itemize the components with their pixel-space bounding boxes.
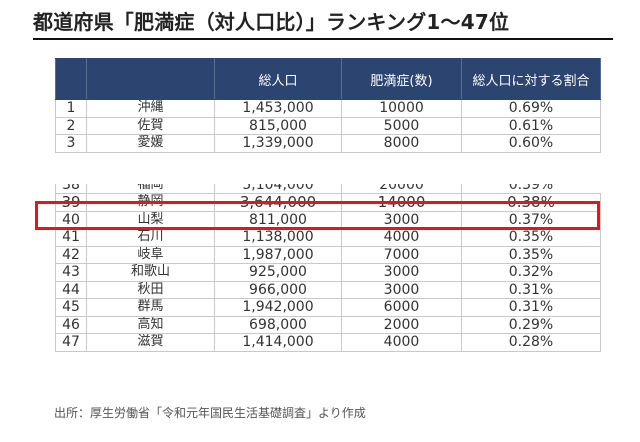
cell-rank: 47 xyxy=(55,333,87,352)
partial-row-38: 38 福岡 5,104,000 20000 0.39% xyxy=(55,184,600,193)
cell-rank: 45 xyxy=(55,298,87,317)
cell-ratio: 0.31% xyxy=(461,298,601,317)
cell-obesity-count: 4000 xyxy=(341,333,462,352)
cell-obesity-count: 3000 xyxy=(341,263,462,282)
cell-prefecture: 愛媛 xyxy=(86,134,215,153)
cell-obesity-count: 6000 xyxy=(341,298,462,317)
table-row: 38 福岡 5,104,000 20000 0.39% xyxy=(55,184,600,193)
table-row: 45 群馬 1,942,000 6000 0.31% xyxy=(55,298,601,317)
cell-rank: 44 xyxy=(55,280,87,299)
table-row: 47 滋賀 1,414,000 4000 0.28% xyxy=(55,333,601,352)
cell-obesity-count: 8000 xyxy=(341,134,462,153)
cell-prefecture: 和歌山 xyxy=(86,263,215,282)
cell-prefecture: 滋賀 xyxy=(86,333,215,352)
cell-population: 966,000 xyxy=(214,280,342,299)
cell-rank: 43 xyxy=(55,263,87,282)
cell-population: 815,000 xyxy=(214,116,342,135)
table-row: 46 高知 698,000 2000 0.29% xyxy=(55,315,601,334)
cell-rank: 2 xyxy=(55,116,87,135)
cell-population: 1,138,000 xyxy=(214,228,342,247)
cell-population: 925,000 xyxy=(214,263,342,282)
table-header-row: 総人口 肥満症(数) 総人口に対する割合 xyxy=(55,58,601,100)
cell-ratio: 0.61% xyxy=(461,116,601,135)
header-obesity-count: 肥満症(数) xyxy=(341,58,462,100)
cell-rank: 41 xyxy=(55,228,87,247)
cell-obesity-count: 3000 xyxy=(341,280,462,299)
cell-population: 698,000 xyxy=(214,315,342,334)
cell-population: 5,104,000 xyxy=(214,184,342,193)
highlight-box xyxy=(35,201,600,230)
cell-population: 1,339,000 xyxy=(214,134,342,153)
cell-ratio: 0.32% xyxy=(461,263,601,282)
cell-ratio: 0.29% xyxy=(461,315,601,334)
header-prefecture xyxy=(86,58,215,100)
table-row: 3 愛媛 1,339,000 8000 0.60% xyxy=(55,134,601,153)
cell-rank: 42 xyxy=(55,245,87,264)
cell-population: 1,414,000 xyxy=(214,333,342,352)
cell-ratio: 0.28% xyxy=(461,333,601,352)
cell-population: 1,987,000 xyxy=(214,245,342,264)
cell-prefecture: 岐阜 xyxy=(86,245,215,264)
cell-ratio: 0.35% xyxy=(461,245,601,264)
cell-ratio: 0.39% xyxy=(461,184,600,193)
header-population: 総人口 xyxy=(214,58,342,100)
cell-rank: 3 xyxy=(55,134,87,153)
cell-prefecture: 沖縄 xyxy=(86,99,215,118)
cell-obesity-count: 10000 xyxy=(341,99,462,118)
cell-obesity-count: 4000 xyxy=(341,228,462,247)
page-title: 都道府県「肥満症（対人口比）」ランキング1〜47位 xyxy=(33,10,510,34)
cell-obesity-count: 7000 xyxy=(341,245,462,264)
cell-rank: 46 xyxy=(55,315,87,334)
cell-ratio: 0.69% xyxy=(461,99,601,118)
cell-obesity-count: 20000 xyxy=(341,184,462,193)
cell-population: 1,942,000 xyxy=(214,298,342,317)
cell-prefecture: 秋田 xyxy=(86,280,215,299)
cell-population: 1,453,000 xyxy=(214,99,342,118)
cell-prefecture: 群馬 xyxy=(86,298,215,317)
title-underline xyxy=(33,38,613,40)
cell-prefecture: 石川 xyxy=(86,228,215,247)
cell-obesity-count: 2000 xyxy=(341,315,462,334)
cell-ratio: 0.31% xyxy=(461,280,601,299)
cell-prefecture: 福岡 xyxy=(86,184,215,193)
header-ratio: 総人口に対する割合 xyxy=(461,58,601,100)
table-row: 41 石川 1,138,000 4000 0.35% xyxy=(55,228,601,247)
cell-rank: 40 xyxy=(55,210,87,229)
table-row: 44 秋田 966,000 3000 0.31% xyxy=(55,280,601,299)
cell-ratio: 0.35% xyxy=(461,228,601,247)
source-note: 出所：厚生労働省「令和元年国民生活基礎調査」より作成 xyxy=(54,406,366,420)
cell-rank: 38 xyxy=(55,184,87,193)
header-rank xyxy=(55,58,87,100)
cell-ratio: 0.60% xyxy=(461,134,601,153)
cell-prefecture: 佐賀 xyxy=(86,116,215,135)
table-row: 43 和歌山 925,000 3000 0.32% xyxy=(55,263,601,282)
cell-rank: 1 xyxy=(55,99,87,118)
ranking-table-top: 総人口 肥満症(数) 総人口に対する割合 1 沖縄 1,453,000 10000 0.… xyxy=(55,58,601,153)
cell-obesity-count: 5000 xyxy=(341,116,462,135)
table-row: 42 岐阜 1,987,000 7000 0.35% xyxy=(55,245,601,264)
cell-prefecture: 高知 xyxy=(86,315,215,334)
table-row: 2 佐賀 815,000 5000 0.61% xyxy=(55,116,601,135)
table-row: 1 沖縄 1,453,000 10000 0.69% xyxy=(55,99,601,118)
